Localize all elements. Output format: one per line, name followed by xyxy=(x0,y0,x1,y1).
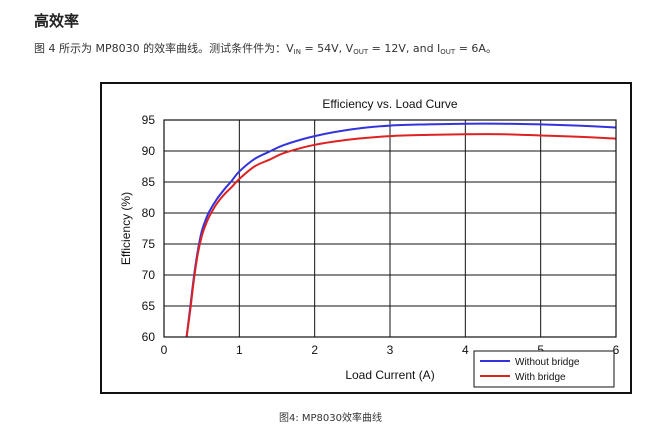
x-tick-label: 6 xyxy=(613,343,620,357)
series-layer xyxy=(185,122,617,338)
chart-figure: 0 1 2 3 4 5 6 60 65 70 75 80 85 90 95 Efficiency vs. L… xyxy=(100,82,632,394)
x-tick-label: 3 xyxy=(387,343,394,357)
chart-title: Efficiency vs. Load Curve xyxy=(322,97,458,111)
series-line-with-bridge xyxy=(185,133,617,338)
x-tick-label: 4 xyxy=(462,343,469,357)
iout-subscript: OUT xyxy=(440,48,456,56)
legend-label: With bridge xyxy=(515,372,566,383)
y-tick-label: 95 xyxy=(142,113,156,127)
plot-frame xyxy=(163,119,617,338)
efficiency-chart: 0 1 2 3 4 5 6 60 65 70 75 80 85 90 95 Efficiency vs. L… xyxy=(119,97,620,388)
grid-layer xyxy=(163,119,617,338)
legend-label: Without bridge xyxy=(515,357,580,368)
vout-subscript: OUT xyxy=(353,48,369,56)
x-tick-label: 0 xyxy=(161,343,168,357)
tick-layer: 0 1 2 3 4 5 6 60 65 70 75 80 85 90 95 xyxy=(142,113,620,357)
y-tick-label: 75 xyxy=(142,237,156,251)
section-heading: 高效率 xyxy=(34,12,80,30)
y-tick-label: 85 xyxy=(142,175,156,189)
intro-prefix: 图 4 所示为 MP8030 的效率曲线。测试条件件为：V xyxy=(34,42,294,55)
figure-caption: 图4: MP8030效率曲线 xyxy=(278,413,383,424)
y-tick-label: 90 xyxy=(142,144,156,158)
y-axis-label: Efficiency (%) xyxy=(119,192,133,265)
y-tick-label: 70 xyxy=(142,268,156,282)
y-tick-label: 65 xyxy=(142,299,156,313)
x-tick-label: 1 xyxy=(236,343,243,357)
x-tick-label: 5 xyxy=(537,343,544,357)
legend-box xyxy=(473,350,615,388)
series-line-without-bridge xyxy=(185,122,617,338)
legend: Without bridge With bridge xyxy=(473,350,615,388)
intro-suffix: = 6A。 xyxy=(455,42,497,55)
vin-subscript: IN xyxy=(293,48,301,56)
intro-mid-1: = 54V, V xyxy=(300,42,354,55)
x-tick-label: 2 xyxy=(311,343,318,357)
intro-text: 图 4 所示为 MP8030 的效率曲线。测试条件件为：VIN = 54V, V… xyxy=(34,40,497,56)
y-tick-label: 60 xyxy=(142,330,156,344)
y-tick-label: 80 xyxy=(142,206,156,220)
x-axis-label: Load Current (A) xyxy=(345,368,434,382)
intro-mid-2: = 12V, and I xyxy=(368,42,441,55)
